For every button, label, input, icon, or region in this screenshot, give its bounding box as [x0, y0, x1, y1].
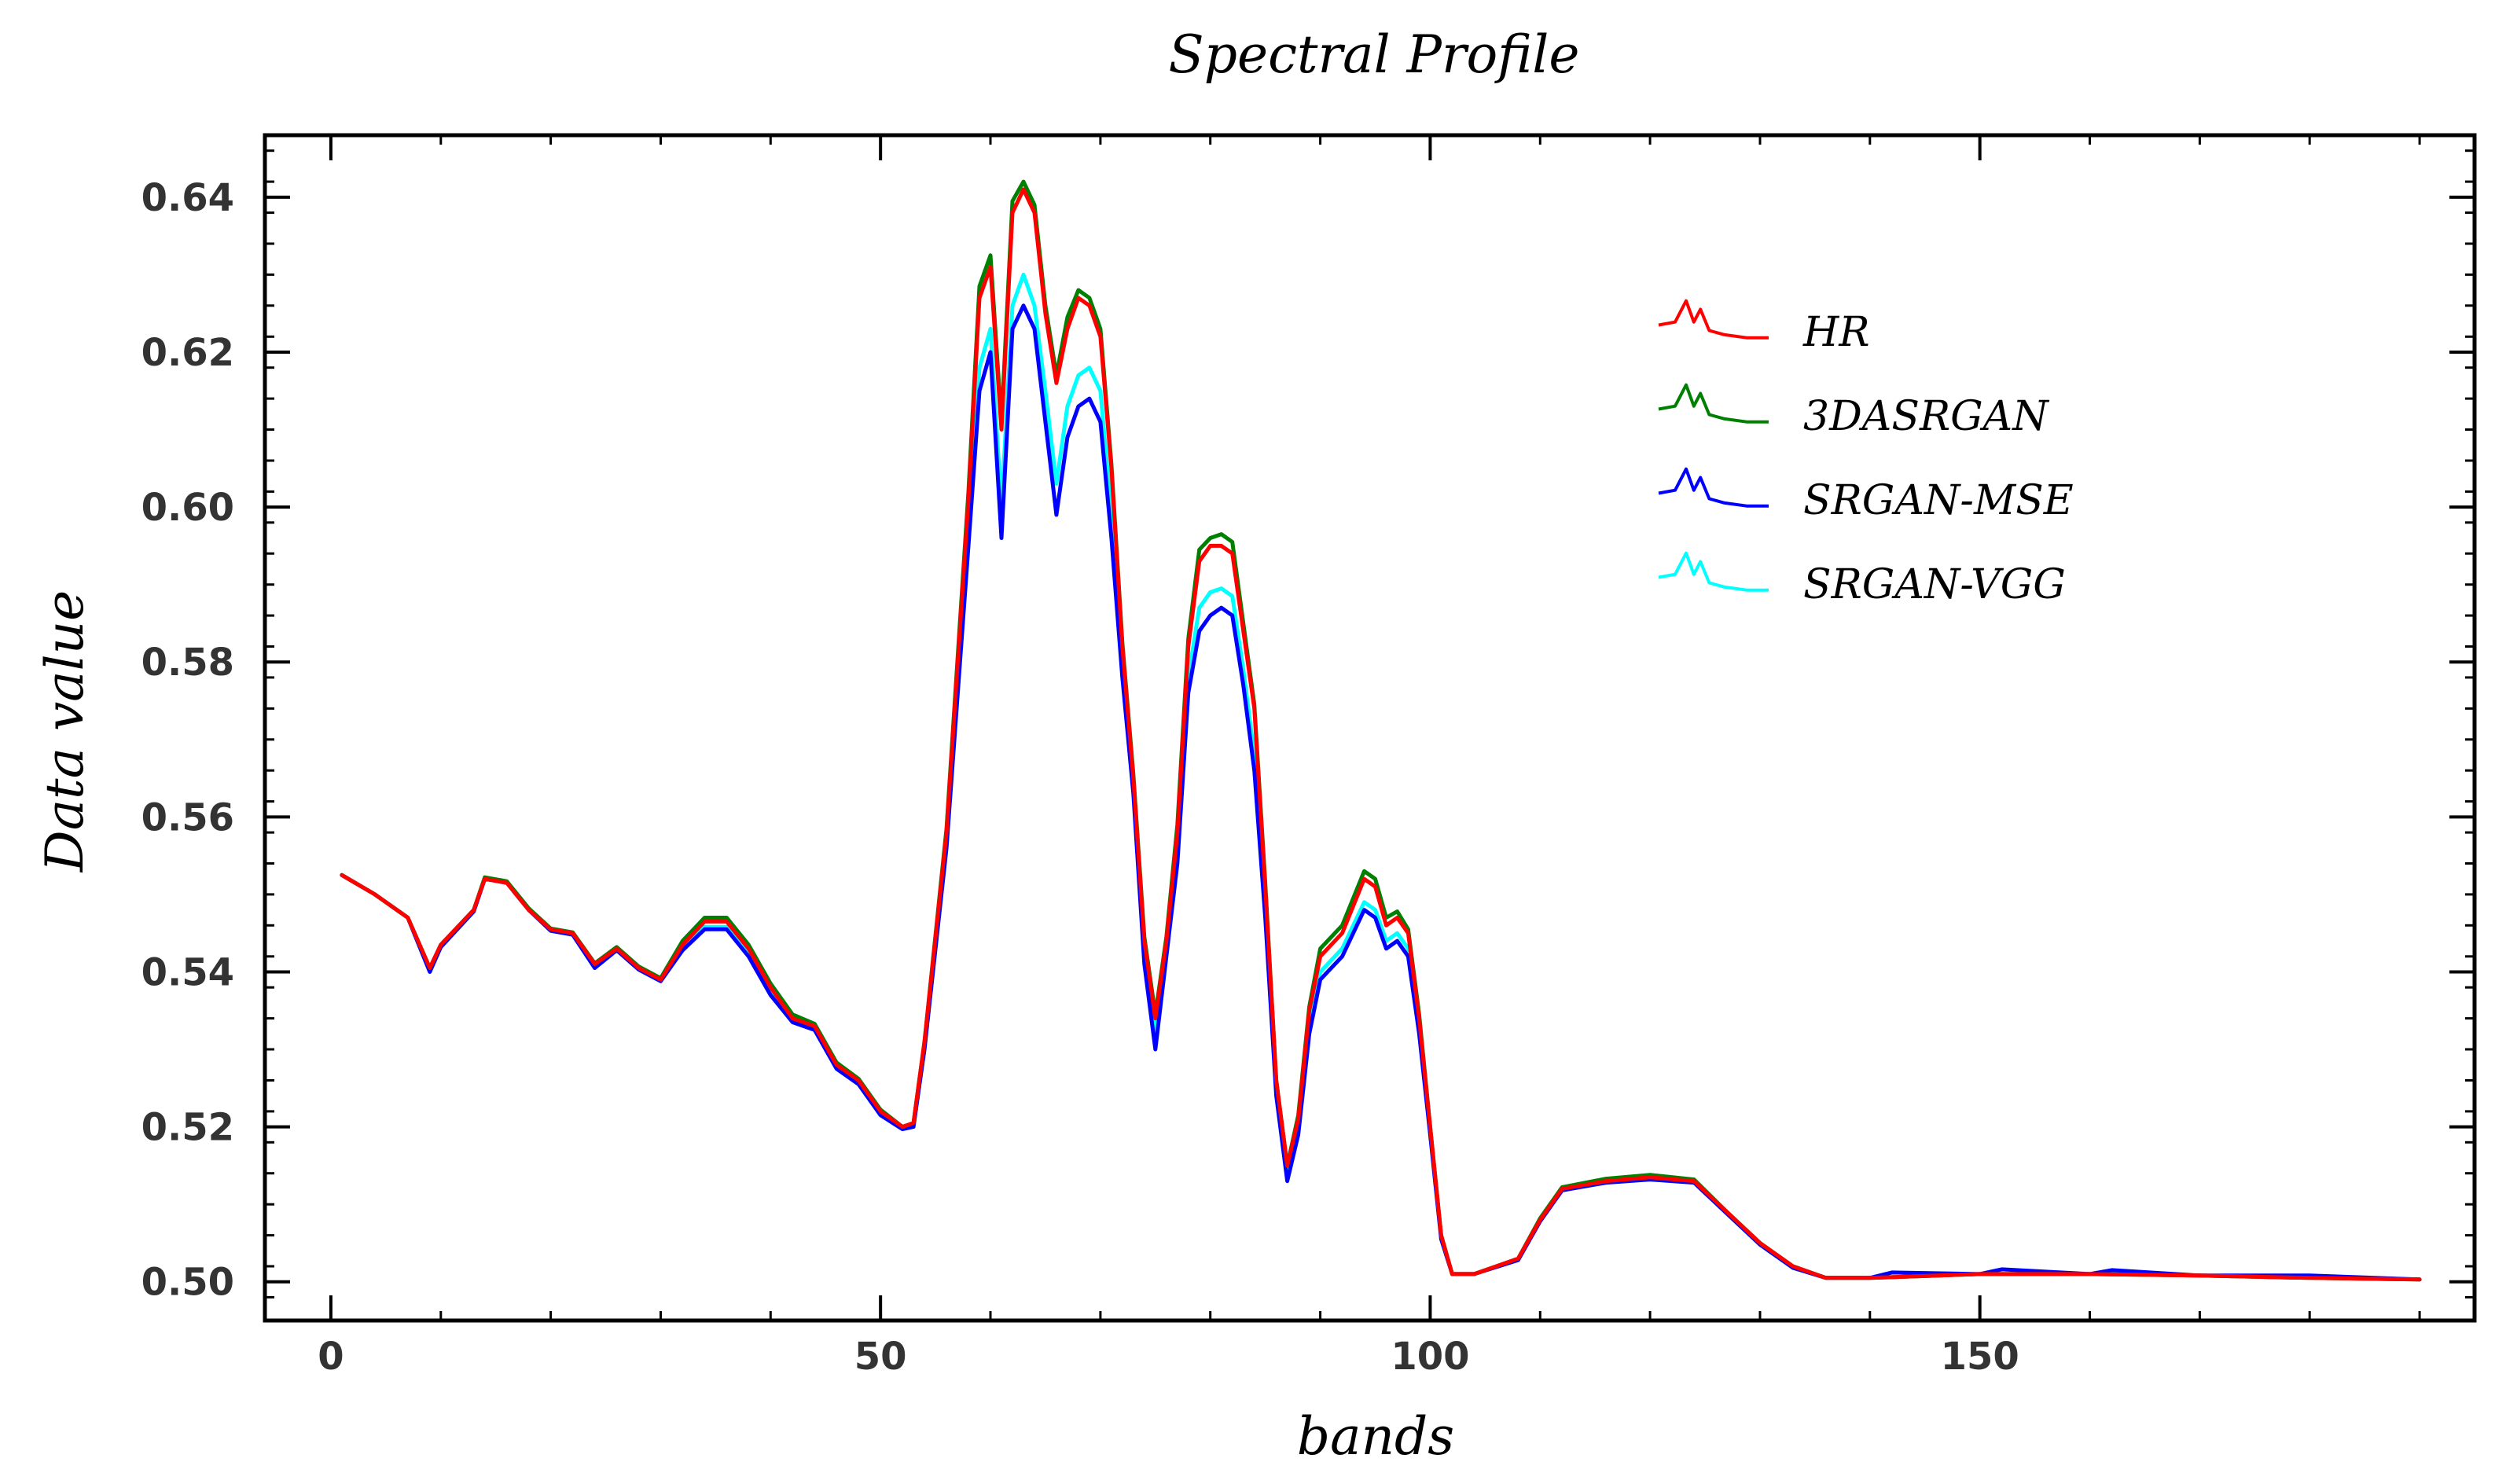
legend-label: HR: [1802, 309, 1870, 356]
legend-label: SRGAN-MSE: [1803, 477, 2074, 524]
legend-swatch: [1658, 467, 1769, 508]
y-tick-label: 0.56: [141, 795, 234, 839]
y-tick-label: 0.64: [141, 176, 234, 220]
legend-swatch: [1658, 383, 1769, 424]
x-tick-label: 50: [854, 1335, 907, 1379]
y-tick-label: 0.60: [141, 486, 234, 530]
x-tick-label: 0: [318, 1335, 344, 1379]
x-tick-label: 100: [1391, 1335, 1469, 1379]
y-axis-ticks: 0.50 0.52 0.54 0.56 0.58 0.60 0.62 0.64: [141, 149, 2475, 1305]
x-tick-label: 150: [1941, 1335, 2019, 1379]
x-axis-title: bands: [1297, 1406, 1454, 1467]
legend-label: SRGAN-VGG: [1803, 561, 2066, 608]
y-tick-label: 0.58: [141, 641, 234, 685]
x-axis-ticks: 0 50 100 150: [318, 135, 2421, 1379]
y-tick-label: 0.50: [141, 1261, 234, 1305]
chart-title: Spectral Profile: [1169, 24, 1580, 85]
legend-label: 3DASRGAN: [1803, 393, 2049, 440]
series-lines: [340, 179, 2422, 1282]
y-tick-label: 0.62: [141, 331, 234, 375]
legend-swatch: [1658, 299, 1769, 340]
y-tick-label: 0.52: [141, 1106, 234, 1150]
series-line-hr: [340, 187, 2422, 1282]
y-axis-title: Data value: [35, 590, 95, 872]
legend: HR 3DASRGAN SRGAN-MSE SRGAN-VGG: [1658, 299, 2074, 608]
legend-swatch: [1658, 551, 1769, 592]
plot-frame: [263, 133, 2477, 1323]
y-tick-label: 0.54: [141, 950, 234, 994]
